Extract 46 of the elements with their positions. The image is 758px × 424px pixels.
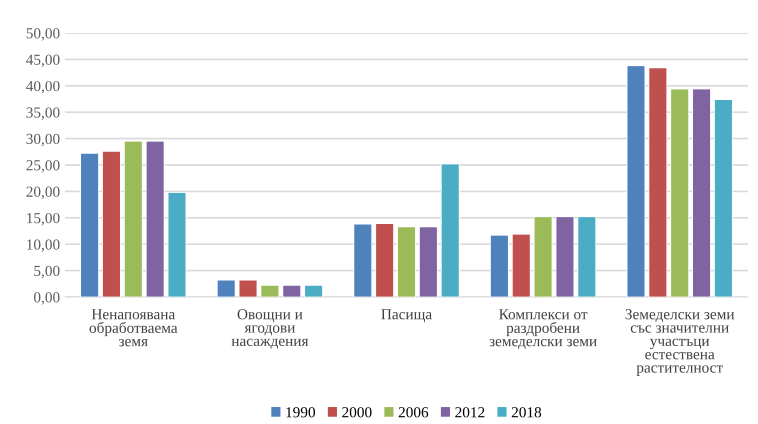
bar: [534, 216, 552, 297]
x-tick-label: Земеделски земи със значителни участъци естествена растителност: [626, 309, 734, 376]
bar: [282, 284, 302, 297]
bar: [80, 152, 99, 297]
bar: [260, 284, 280, 297]
bar: [670, 88, 690, 297]
bar: [626, 65, 646, 297]
bar: [375, 223, 394, 297]
x-tick-label: Пасища: [381, 309, 432, 322]
y-tick-label: 10,00: [27, 239, 60, 252]
bar: [146, 140, 165, 297]
bar: [418, 226, 438, 297]
bar: [102, 150, 121, 297]
bar: [512, 234, 531, 297]
legend-label: 2006: [398, 407, 428, 418]
legend-label: 2018: [512, 407, 542, 418]
bar: [397, 226, 416, 297]
legend-label: 2000: [342, 407, 372, 418]
y-tick-label: 30,00: [26, 134, 60, 146]
y-tick-label: 50,00: [26, 28, 60, 41]
y-tick-label: 25,00: [26, 160, 60, 173]
bar: [490, 234, 509, 297]
bar: [216, 280, 236, 297]
bar: [304, 284, 323, 297]
bar: [577, 216, 596, 297]
bar: [692, 88, 711, 297]
y-tick-label: 35,00: [26, 107, 60, 120]
y-tick-label: 15,00: [27, 212, 60, 226]
bar: [238, 280, 258, 297]
x-tick-label: Овощни и ягодови насаждения: [232, 309, 308, 349]
legend-label: 1990: [286, 407, 316, 418]
y-tick-label: 20,00: [26, 186, 60, 200]
legend-label: 2012: [455, 407, 484, 418]
x-tick-label: Ненапоявана обработваема земя: [90, 309, 178, 346]
y-tick-label: 5,00: [34, 266, 60, 278]
bar: [556, 216, 574, 297]
bar: [714, 99, 733, 297]
bar: [648, 67, 668, 297]
y-tick-label: 0,00: [34, 292, 60, 305]
bar: [168, 192, 186, 297]
x-tick-label: Комплекси от раздробени земеделски земи: [489, 309, 597, 350]
bar: [124, 140, 143, 297]
y-tick-label: 45,00: [26, 54, 60, 68]
bar: [353, 224, 372, 297]
bar: [440, 164, 460, 297]
y-tick-label: 40,00: [26, 80, 60, 94]
